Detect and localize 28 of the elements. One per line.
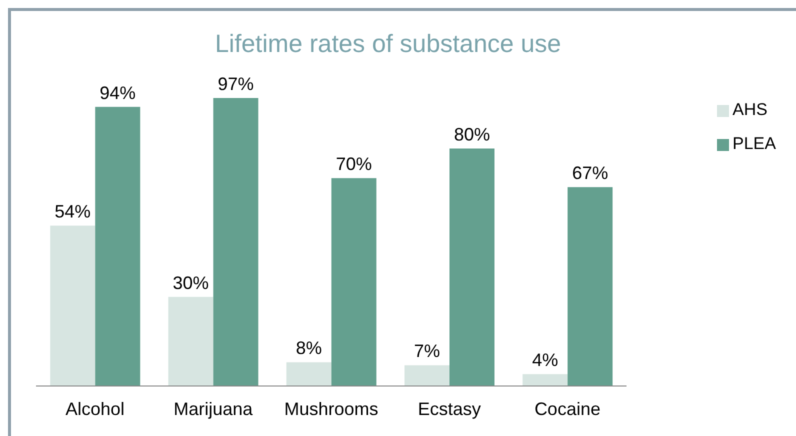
bar — [568, 187, 613, 386]
x-tick-label: Marijuana — [174, 398, 254, 419]
legend-label: AHS — [732, 100, 768, 119]
data-label: 4% — [532, 350, 558, 370]
data-label: 80% — [454, 124, 490, 144]
data-label: 8% — [296, 338, 322, 358]
data-label: 97% — [218, 74, 254, 94]
bar — [331, 178, 376, 386]
bar — [50, 226, 96, 386]
legend-label: PLEA — [732, 134, 776, 153]
bar — [213, 98, 258, 386]
bar — [522, 374, 568, 386]
bar — [286, 362, 332, 386]
x-tick-label: Cocaine — [534, 398, 600, 419]
bar — [95, 106, 140, 386]
data-label: 70% — [336, 154, 372, 174]
data-label: 67% — [572, 163, 608, 184]
data-label: 30% — [172, 272, 209, 293]
x-tick-label: Alcohol — [66, 398, 125, 419]
x-tick-label: Mushrooms — [284, 398, 378, 419]
data-label: 54% — [54, 202, 91, 222]
x-tick-label: Ecstasy — [418, 398, 481, 419]
bar — [404, 365, 450, 386]
data-label: 7% — [414, 341, 440, 362]
chart-title: Lifetime rates of substance use — [214, 30, 562, 59]
bar — [168, 296, 214, 386]
bar — [449, 148, 494, 386]
data-label: 94% — [100, 82, 136, 103]
